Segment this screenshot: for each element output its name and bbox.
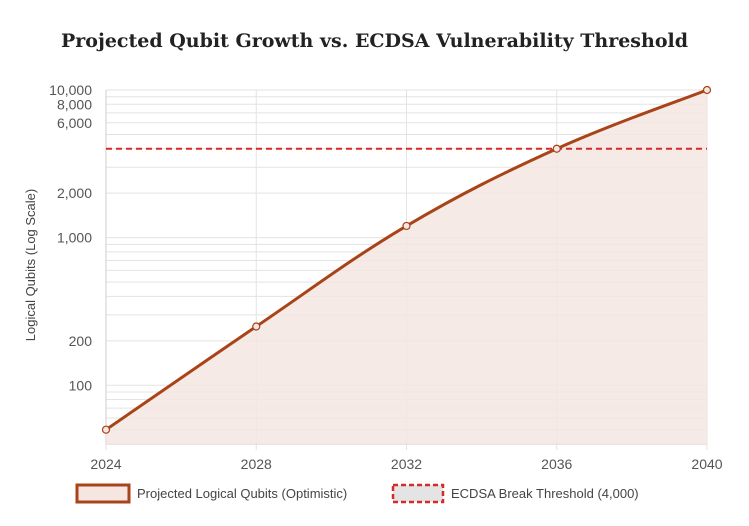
data-point[interactable] (552, 144, 561, 153)
data-point[interactable] (101, 425, 111, 434)
x-tick-label: 2040 (691, 456, 722, 472)
legend-label-series[interactable]: Projected Logical Qubits (Optimistic) (137, 486, 347, 501)
y-tick-label: 10,000 (49, 82, 92, 98)
y-axis-label: Logical Qubits (Log Scale) (23, 189, 38, 341)
legend: Projected Logical Qubits (Optimistic) EC… (75, 483, 639, 504)
y-tick-label: 8,000 (57, 96, 92, 112)
x-tick-labels: 2024 2028 2032 2036 2040 (90, 456, 722, 472)
y-tick-label: 100 (69, 377, 93, 393)
chart-title: Projected Qubit Growth vs. ECDSA Vulnera… (60, 30, 688, 52)
legend-label-threshold[interactable]: ECDSA Break Threshold (4,000) (451, 486, 639, 501)
data-points (101, 85, 712, 434)
x-tick-label: 2024 (90, 456, 121, 472)
y-tick-label: 200 (69, 333, 93, 349)
y-tick-label: 2,000 (57, 185, 92, 201)
x-tick-label: 2032 (391, 456, 422, 472)
data-point[interactable] (252, 322, 261, 331)
legend-swatch-threshold[interactable] (391, 483, 445, 504)
series-area (106, 90, 707, 444)
x-tick-label: 2036 (541, 456, 572, 472)
data-point[interactable] (402, 221, 411, 231)
series-area-fill (106, 90, 707, 444)
y-tick-label: 6,000 (57, 115, 92, 131)
legend-swatch-series[interactable] (75, 483, 131, 504)
y-tick-label: 1,000 (57, 230, 92, 246)
x-tick-label: 2028 (241, 456, 272, 472)
data-point[interactable] (702, 85, 712, 95)
